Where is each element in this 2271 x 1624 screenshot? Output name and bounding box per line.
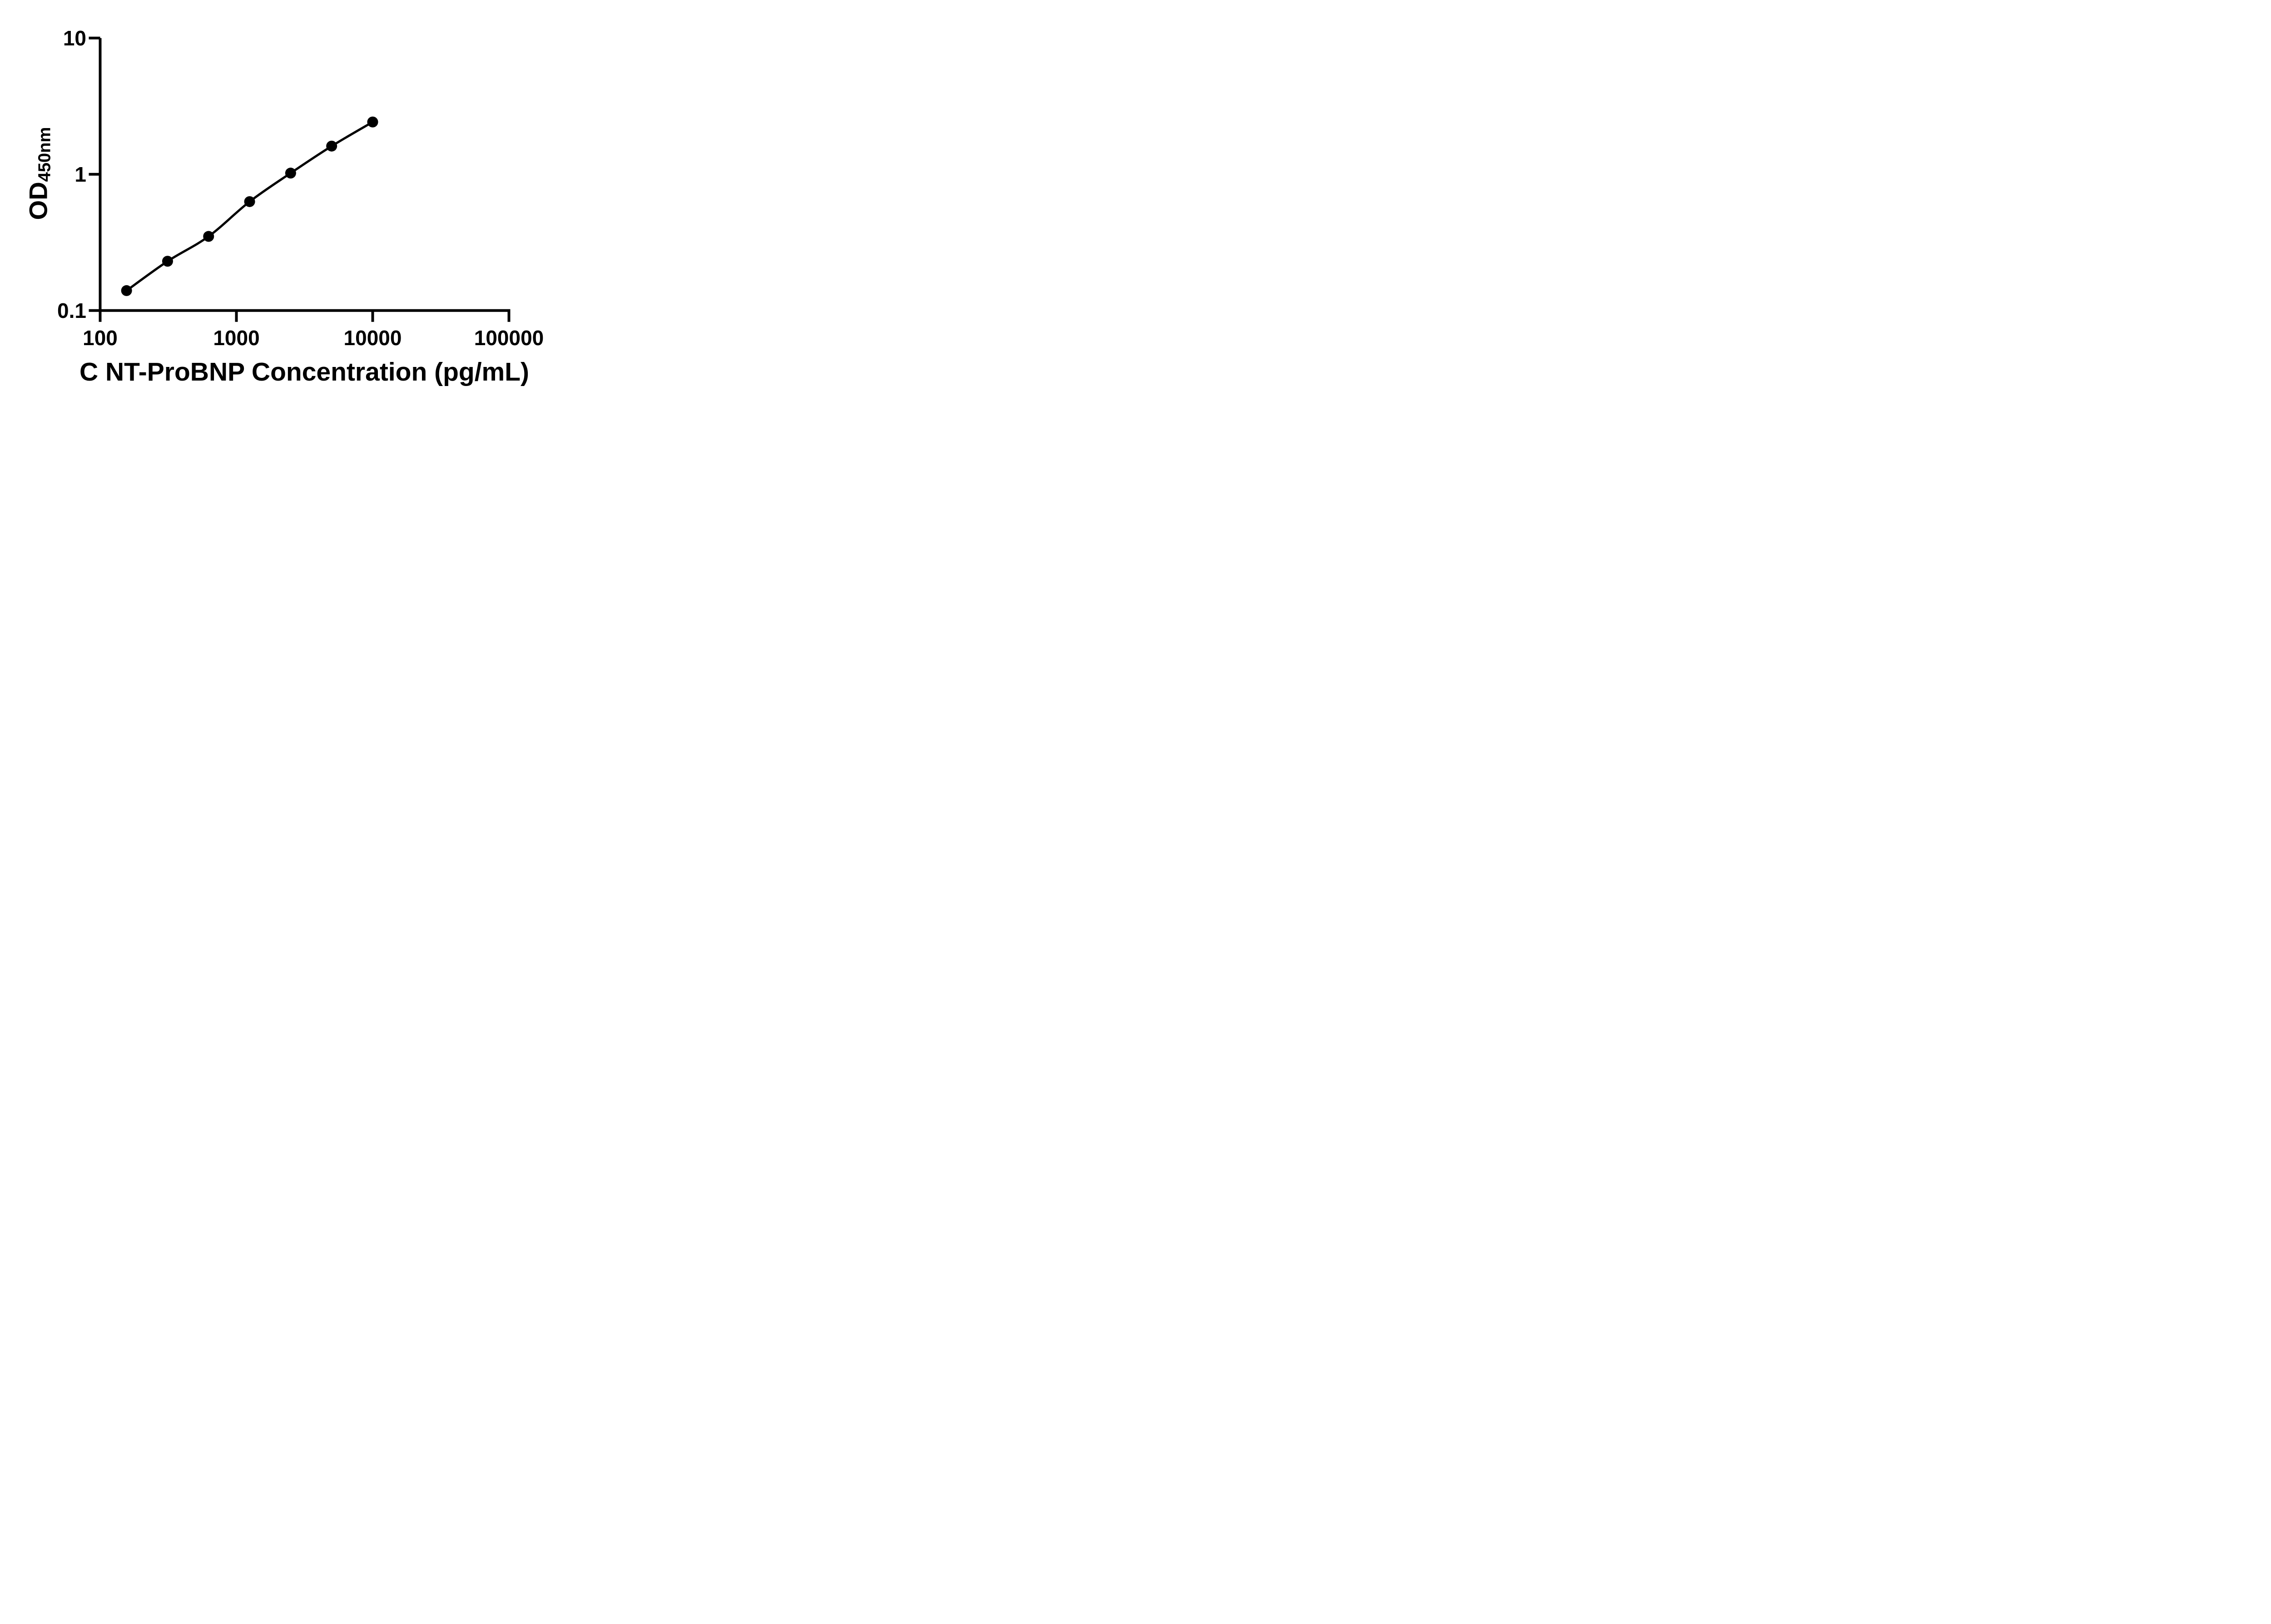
x-tick-label: 100000: [474, 326, 544, 350]
y-tick-label: 1: [74, 163, 86, 186]
plot-layer: [121, 116, 378, 296]
y-axis-title-main: OD: [24, 182, 53, 220]
data-point-marker: [367, 116, 378, 128]
standard-curve-chart: 0.1 1 10 100 1000 10000 100000: [57, 26, 544, 350]
axes-layer: 0.1 1 10 100 1000 10000 100000: [57, 26, 544, 350]
x-axis-title: C NT-ProBNP Concentration (pg/mL): [79, 357, 530, 386]
y-tick-label: 10: [63, 26, 86, 50]
data-point-marker: [326, 140, 337, 152]
data-point-marker: [121, 285, 132, 296]
data-point-marker: [244, 196, 255, 207]
y-axis-title: OD450nm: [24, 127, 55, 220]
y-tick-label: 0.1: [57, 299, 86, 322]
elisa-standard-curve-figure: 0.1 1 10 100 1000 10000 100000 OD450nm C NT-Pr…: [0, 0, 572, 406]
x-tick-label: 1000: [213, 326, 259, 350]
y-axis-title-subscript: 450nm: [35, 127, 55, 182]
x-tick-label: 100: [83, 326, 118, 350]
data-point-marker: [162, 256, 173, 267]
data-point-marker: [203, 231, 214, 242]
data-point-marker: [285, 168, 296, 179]
x-tick-label: 10000: [344, 326, 402, 350]
